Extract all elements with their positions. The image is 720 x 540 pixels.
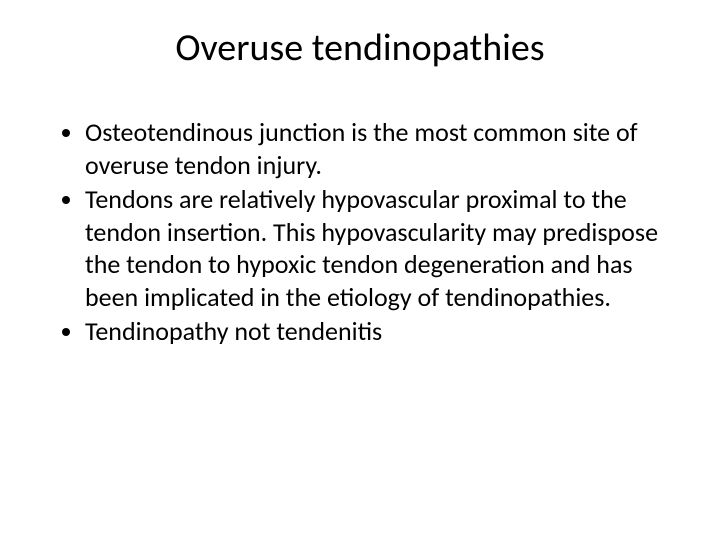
slide-title: Overuse tendinopathies [40,25,680,71]
bullet-item: Osteotendinous junction is the most comm… [85,116,680,181]
bullet-list: Osteotendinous junction is the most comm… [60,116,680,348]
slide-container: Overuse tendinopathies Osteotendinous ju… [0,0,720,540]
bullet-item: Tendinopathy not tendenitis [85,315,680,348]
content-area: Osteotendinous junction is the most comm… [40,116,680,348]
bullet-item: Tendons are relatively hypovascular prox… [85,183,680,313]
